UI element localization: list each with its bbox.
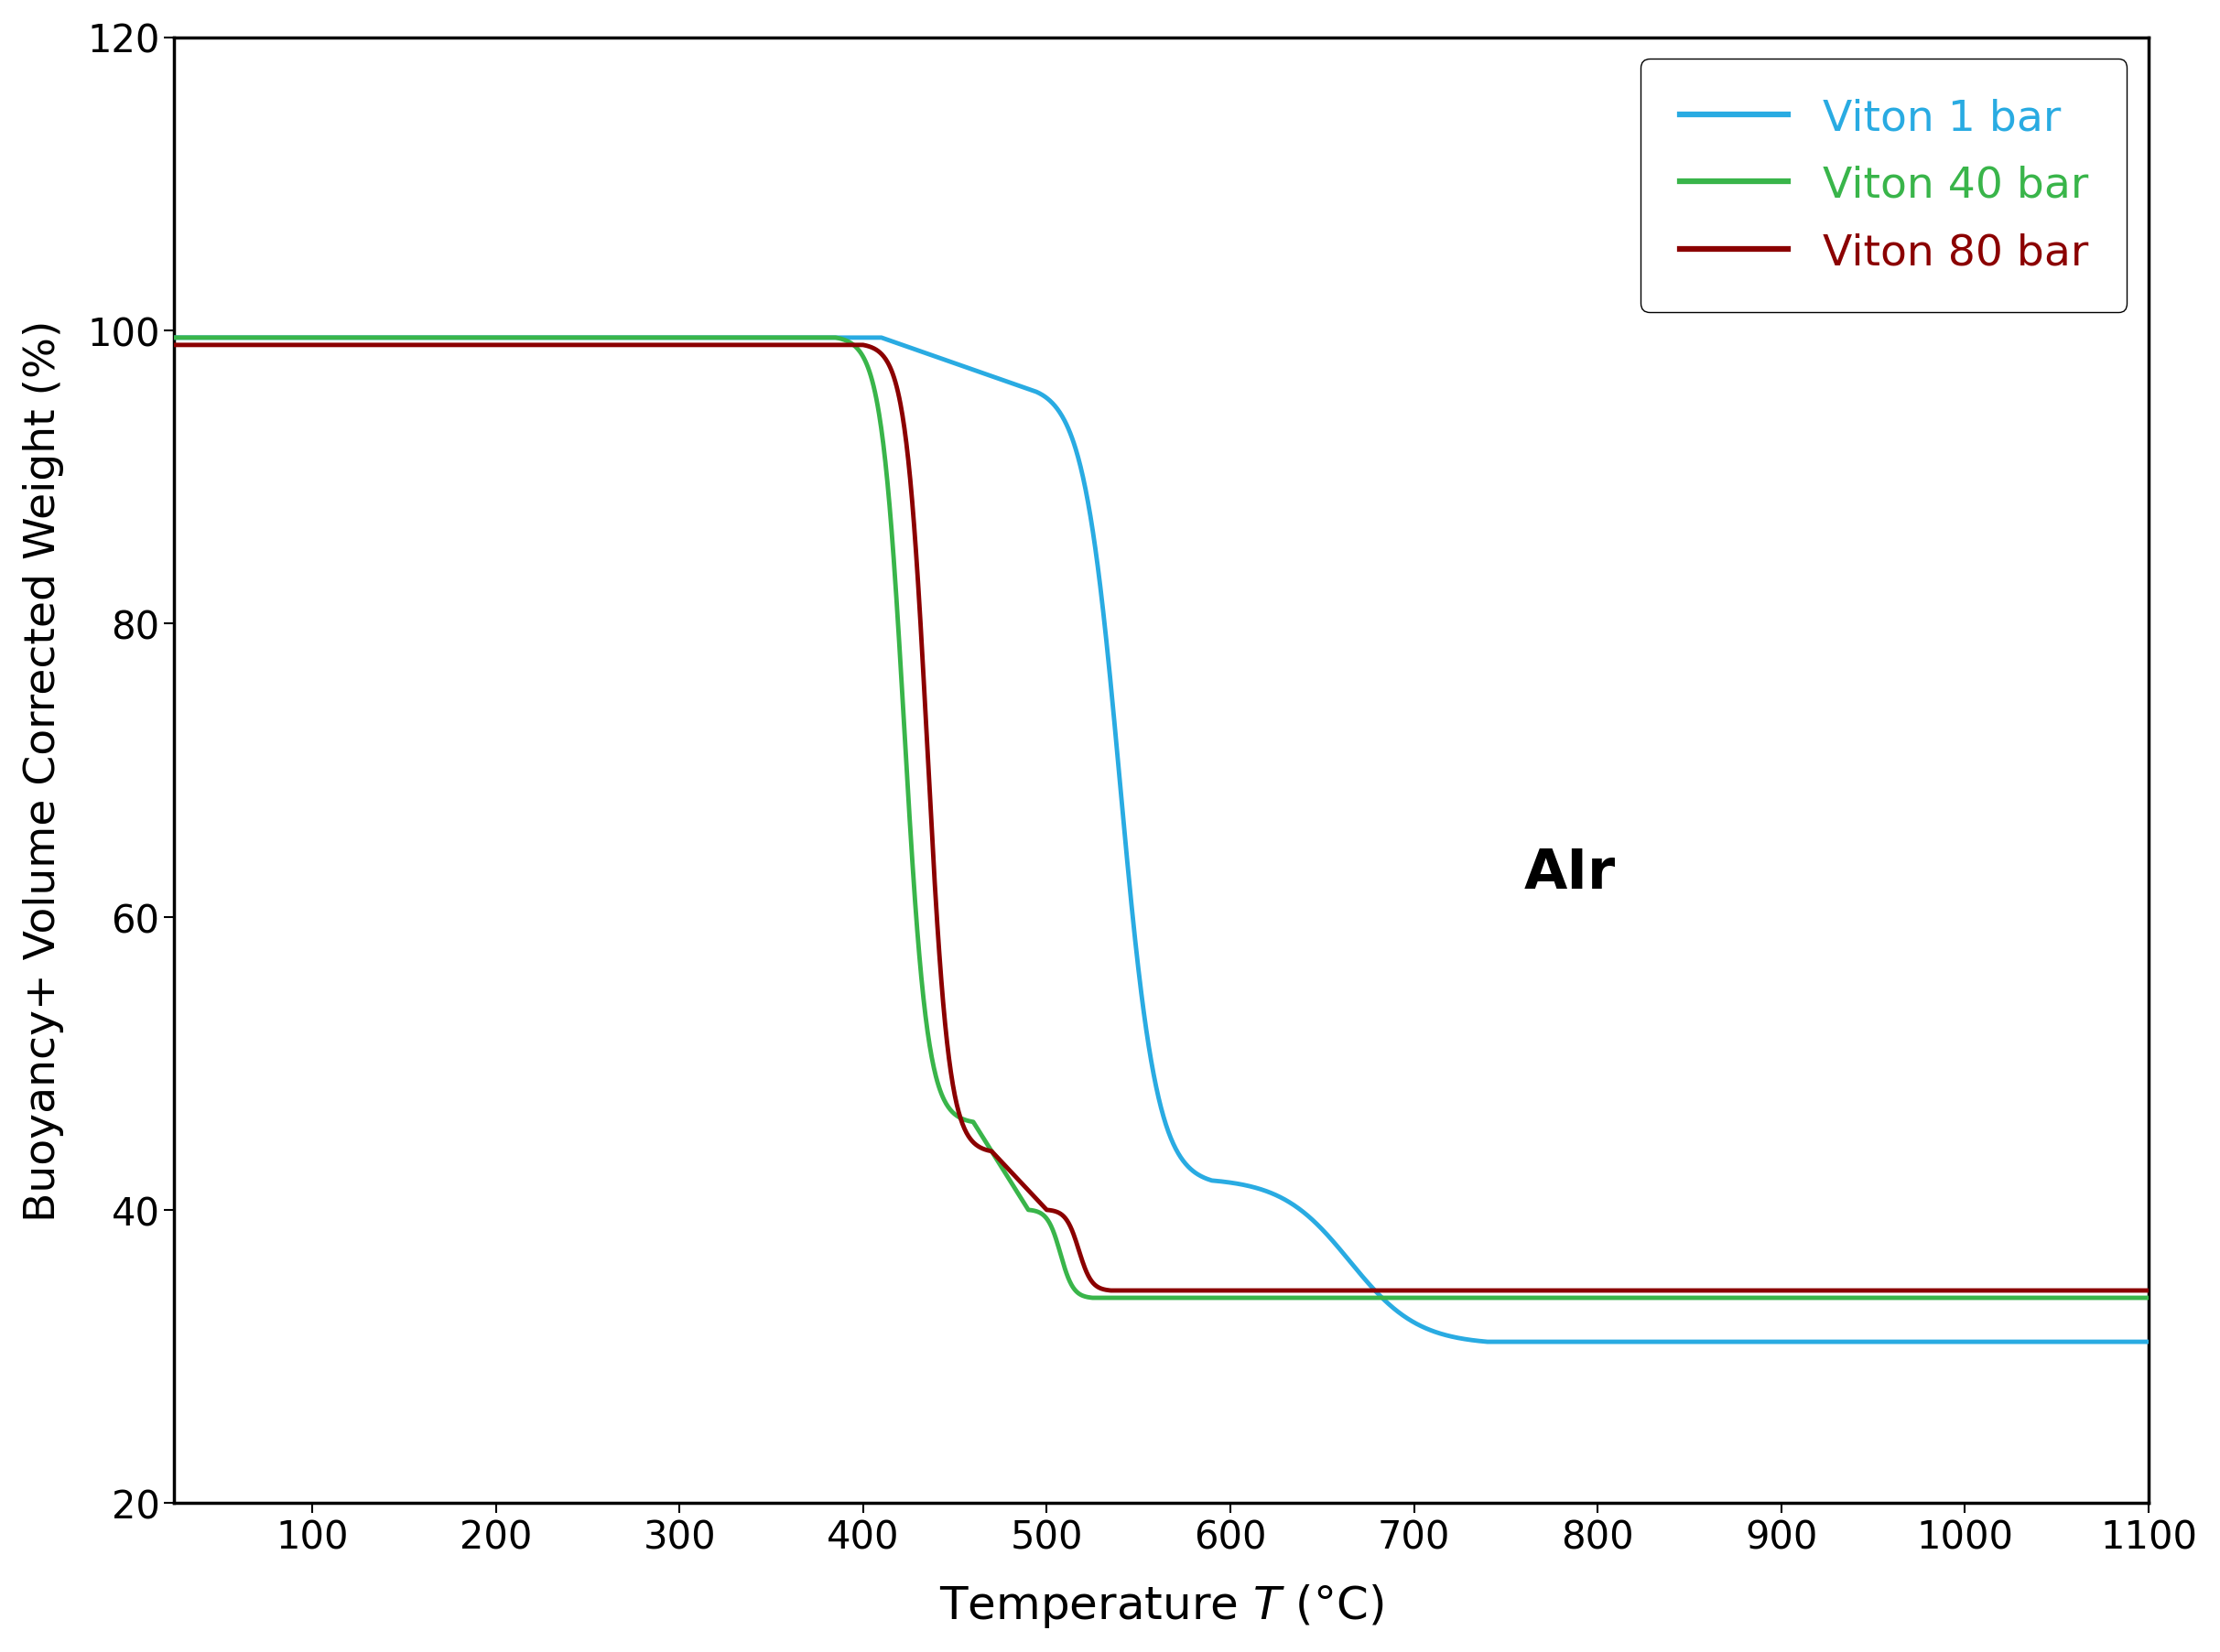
Text: AIr: AIr — [1525, 846, 1616, 900]
Y-axis label: Buoyancy+ Volume Corrected Weight (%): Buoyancy+ Volume Corrected Weight (%) — [22, 320, 64, 1221]
X-axis label: Temperature $\it{T}$ (°C): Temperature $\it{T}$ (°C) — [939, 1581, 1383, 1629]
Legend: Viton 1 bar, Viton 40 bar, Viton 80 bar: Viton 1 bar, Viton 40 bar, Viton 80 bar — [1641, 59, 2127, 312]
